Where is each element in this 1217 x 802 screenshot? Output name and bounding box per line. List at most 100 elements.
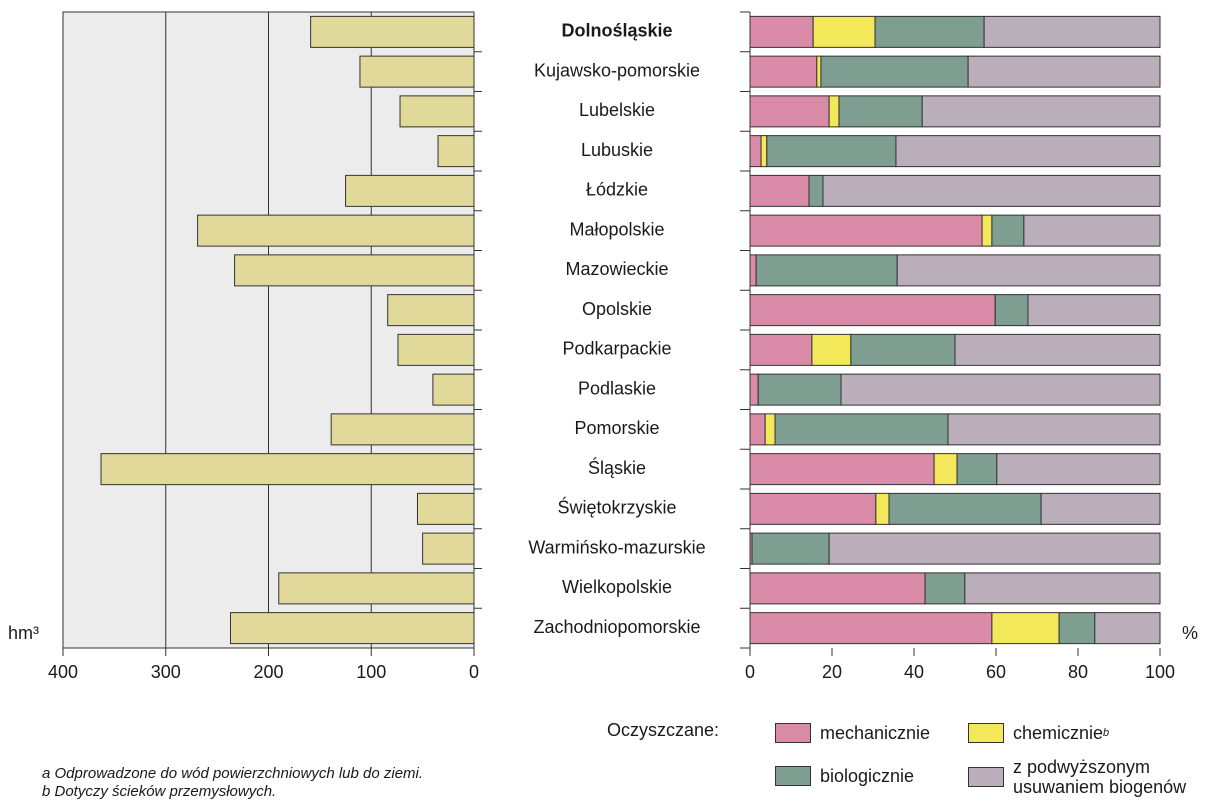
- category-label: Warmińsko-mazurskie: [528, 537, 705, 557]
- bar: [416, 492, 475, 525]
- x-tick-label: 400: [48, 662, 78, 682]
- bar-segment: [816, 55, 822, 88]
- bar-segment: [1058, 612, 1096, 645]
- bar: [330, 413, 475, 446]
- legend-swatch: [968, 723, 1004, 743]
- bar-segment: [850, 333, 956, 366]
- bar-segment: [749, 413, 766, 446]
- x-tick-label: 80: [1068, 662, 1088, 682]
- bar-segment: [749, 15, 814, 48]
- bar-segment: [751, 532, 830, 565]
- bar-segment: [1027, 294, 1161, 327]
- bar: [359, 55, 475, 88]
- legend-label: mechanicznie: [820, 723, 931, 743]
- category-label: Opolskie: [582, 299, 652, 319]
- bar-segment: [964, 572, 1161, 605]
- bar-segment: [991, 214, 1025, 247]
- bar: [397, 333, 475, 366]
- bar-segment: [896, 254, 1161, 287]
- bar-segment: [811, 333, 852, 366]
- bar-segment: [924, 572, 966, 605]
- category-label: Mazowieckie: [565, 259, 668, 279]
- legend-item: biologicznie: [775, 766, 914, 786]
- bar-segment: [967, 55, 1161, 88]
- bar-segment: [755, 254, 898, 287]
- footnote: a Odprowadzone do wód powierzchniowych l…: [42, 765, 424, 782]
- category-label: Świętokrzyskie: [557, 497, 676, 518]
- category-label: Wielkopolskie: [562, 577, 672, 597]
- x-tick-label: 60: [986, 662, 1006, 682]
- bar: [422, 532, 475, 565]
- bar-segment: [757, 373, 842, 406]
- legend-swatch: [968, 767, 1004, 787]
- legend-item: mechanicznie: [775, 723, 930, 743]
- bar: [399, 95, 475, 128]
- bar: [432, 373, 475, 406]
- bar-segment: [822, 174, 1161, 207]
- bar-segment: [749, 572, 926, 605]
- bar-segment: [749, 333, 813, 366]
- bar: [100, 453, 475, 486]
- bar-segment: [875, 492, 890, 525]
- bar-segment: [749, 492, 877, 525]
- legend-label: z podwyższonym usuwaniem biogenów: [1013, 757, 1187, 797]
- bar-segment: [994, 294, 1029, 327]
- bar-segment: [749, 95, 830, 128]
- bar-segment: [749, 373, 759, 406]
- legend-title: Oczyszczane:: [607, 720, 720, 740]
- x-axis-label: %: [1182, 623, 1198, 643]
- category-label: Podkarpackie: [562, 339, 671, 359]
- bar: [229, 612, 475, 645]
- bar-segment: [749, 254, 757, 287]
- bar-segment: [760, 135, 768, 168]
- bar-segment: [749, 294, 996, 327]
- bar-segment: [954, 333, 1161, 366]
- x-axis-label: hm³: [8, 623, 39, 643]
- bar: [234, 254, 475, 287]
- x-tick-label: 300: [151, 662, 181, 682]
- category-label: Śląskie: [588, 457, 646, 478]
- bar-segment: [983, 15, 1161, 48]
- bar-segment: [749, 135, 762, 168]
- bar-segment: [981, 214, 993, 247]
- bar-segment: [1040, 492, 1161, 525]
- bar-segment: [921, 95, 1161, 128]
- bar: [437, 135, 475, 168]
- legend-swatch: [775, 723, 811, 743]
- bar: [387, 294, 475, 327]
- bar: [345, 174, 475, 207]
- bar: [197, 214, 475, 247]
- bar-segment: [820, 55, 969, 88]
- category-label: Lubelskie: [579, 100, 655, 120]
- bar-segment: [956, 453, 998, 486]
- legend-swatch: [775, 766, 811, 786]
- bar-segment: [895, 135, 1161, 168]
- legend-item: z podwyższonym usuwaniem biogenów: [968, 757, 1203, 797]
- bar-segment: [991, 612, 1060, 645]
- bar: [310, 15, 475, 48]
- legend-label: biologicznie: [820, 766, 915, 786]
- bar-segment: [996, 453, 1161, 486]
- bar-segment: [766, 135, 897, 168]
- bar: [278, 572, 475, 605]
- bar-segment: [874, 15, 985, 48]
- bar-segment: [749, 174, 810, 207]
- bar-segment: [840, 373, 1161, 406]
- x-tick-label: 0: [745, 662, 755, 682]
- legend-note: b: [1103, 727, 1110, 739]
- category-label: Małopolskie: [569, 219, 664, 239]
- bar-segment: [888, 492, 1042, 525]
- category-label: Lubuskie: [581, 140, 653, 160]
- bar-segment: [808, 174, 824, 207]
- category-label: Łódzkie: [586, 180, 648, 200]
- x-tick-label: 100: [1145, 662, 1175, 682]
- x-tick-label: 200: [253, 662, 283, 682]
- x-tick-label: 20: [822, 662, 842, 682]
- bar-segment: [774, 413, 949, 446]
- bar-segment: [828, 95, 840, 128]
- category-label: Zachodniopomorskie: [533, 617, 700, 637]
- bar-segment: [764, 413, 776, 446]
- bar-segment: [933, 453, 958, 486]
